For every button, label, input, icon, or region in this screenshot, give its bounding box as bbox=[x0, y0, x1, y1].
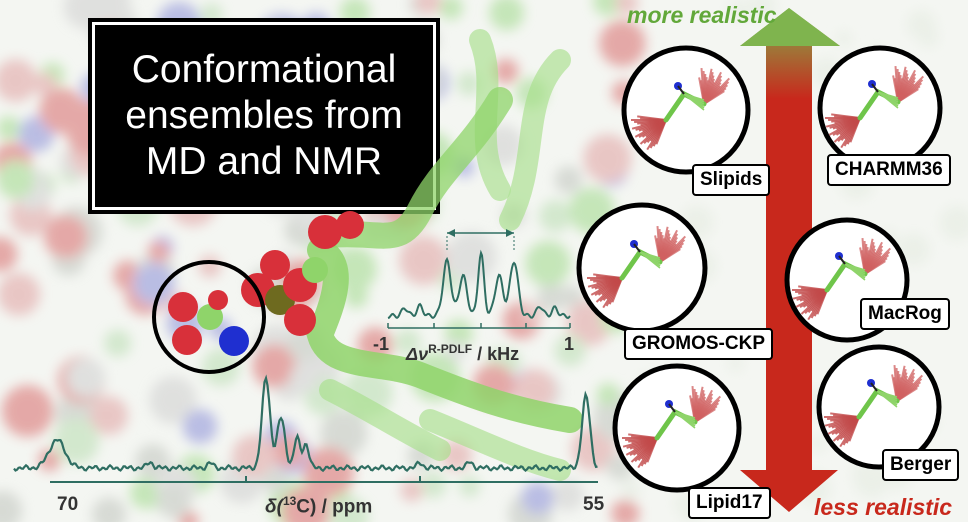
title-box: Conformational ensembles from MD and NMR bbox=[88, 18, 440, 214]
axis-label-part: δ( bbox=[265, 496, 283, 518]
conformer-bundle-icon bbox=[631, 68, 731, 151]
force-field-circle bbox=[817, 45, 943, 171]
ff-label-charmm36: CHARMM36 bbox=[827, 154, 951, 186]
spectrum-rpdlf-axis-label: ΔνR-PDLF / kHz bbox=[406, 342, 519, 365]
less-realistic-label: less realistic bbox=[814, 494, 953, 520]
ff-label-lipid17: Lipid17 bbox=[688, 487, 771, 519]
title-line-2: ensembles from bbox=[125, 94, 403, 137]
conformer-bundle-icon bbox=[587, 226, 687, 309]
force-field-circle bbox=[612, 363, 742, 493]
force-field-circle bbox=[621, 45, 751, 175]
spectrum-rpdlf bbox=[387, 229, 571, 329]
axis-label-sup: 13 bbox=[282, 494, 297, 508]
force-field-circle bbox=[816, 344, 942, 470]
spectrum-13c-axis-label: δ(13C) / ppm bbox=[265, 494, 372, 518]
axis-label-sup: R-PDLF bbox=[428, 342, 473, 356]
axis-label-part: Δν bbox=[406, 344, 429, 364]
ff-label-macrog: MacRog bbox=[860, 298, 950, 330]
title-frame: Conformational ensembles from MD and NMR bbox=[92, 22, 436, 210]
spectrum-rpdlf-left-tick-label: -1 bbox=[373, 334, 390, 354]
conformer-bundle-icon bbox=[825, 66, 925, 149]
force-field-circle bbox=[576, 202, 708, 334]
highlighted-lipid-molecule bbox=[241, 87, 583, 433]
spectrum-13c-ticks bbox=[245, 476, 421, 482]
conformer-bundle-icon bbox=[622, 386, 722, 469]
spectrum-13c bbox=[13, 374, 598, 483]
page-title: Conformational ensembles from MD and NMR bbox=[125, 47, 402, 185]
ff-label-slipids: Slipids bbox=[692, 164, 771, 196]
ff-label-gromos-ckp: GROMOS-CKP bbox=[624, 328, 773, 360]
title-line-1: Conformational bbox=[131, 48, 397, 91]
force-field-circles bbox=[576, 45, 943, 493]
spectrum-rpdlf-right-tick-label: 1 bbox=[564, 334, 575, 354]
more-realistic-label: more realistic bbox=[627, 2, 777, 28]
spectrum-13c-right-tick-label: 55 bbox=[583, 494, 605, 515]
conformer-bundle-icon bbox=[824, 365, 924, 448]
conformer-bundle-icon bbox=[792, 238, 892, 321]
axis-label-part: C) / ppm bbox=[296, 496, 373, 518]
headgroup-highlight-circle bbox=[152, 260, 266, 374]
ff-label-berger: Berger bbox=[882, 449, 960, 481]
spectrum-13c-left-tick-label: 70 bbox=[57, 494, 79, 515]
axis-label-part: / kHz bbox=[472, 344, 520, 364]
title-line-3: MD and NMR bbox=[145, 140, 383, 183]
